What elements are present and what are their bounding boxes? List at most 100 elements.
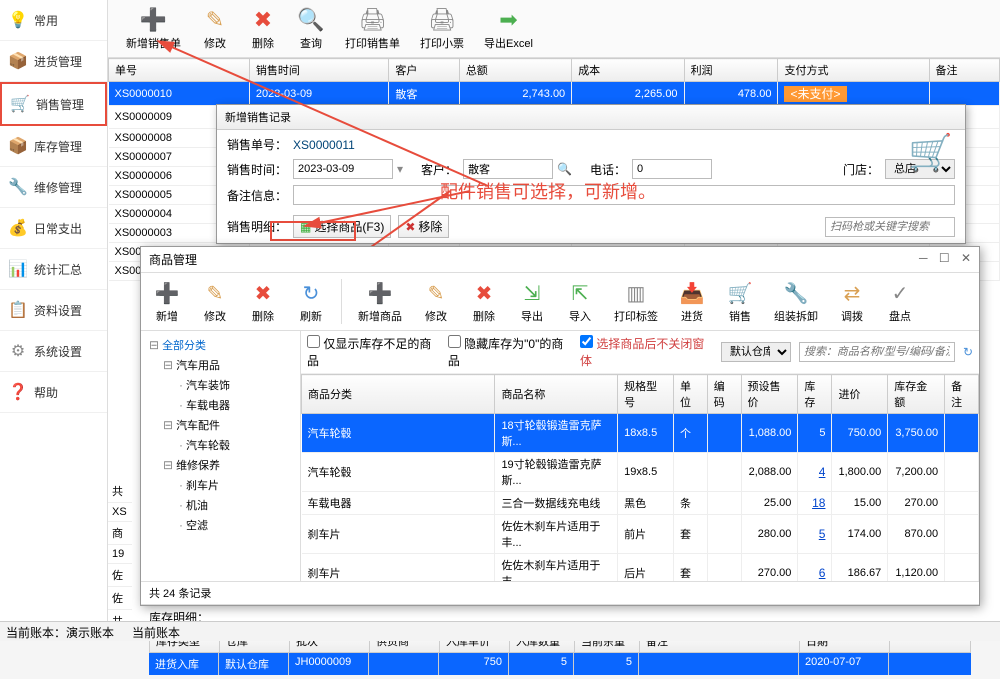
col-header[interactable]: 备注 [945, 375, 979, 414]
col-header[interactable]: 库存金额 [888, 375, 945, 414]
toolbar-导出Excel[interactable]: ➡导出Excel [474, 4, 543, 53]
col-header[interactable]: 销售时间 [249, 59, 388, 82]
col-header[interactable]: 备注 [929, 59, 1000, 82]
dialog-title: 新增销售记录 [217, 105, 965, 130]
tree-item[interactable]: ⊟汽车配件 [145, 415, 296, 435]
sidebar-item-5[interactable]: 💰日常支出 [0, 208, 107, 249]
toolbar-icon: ✎ [422, 279, 450, 307]
dlg2-toolbar-进货[interactable]: 📥进货 [668, 277, 716, 326]
sidebar-label: 帮助 [34, 384, 58, 401]
stock-cell: 默认仓库 [219, 653, 289, 675]
tree-item[interactable]: ·刹车片 [145, 475, 296, 495]
dlg2-toolbar-修改[interactable]: ✎修改 [412, 277, 460, 326]
dlg2-toolbar-销售[interactable]: 🛒销售 [716, 277, 764, 326]
product-search[interactable] [799, 342, 955, 362]
dlg2-toolbar-删除[interactable]: ✖删除 [239, 277, 287, 326]
phone-input[interactable] [632, 159, 712, 179]
minimize-icon[interactable]: ─ [919, 251, 928, 265]
tree-item[interactable]: ·汽车装饰 [145, 375, 296, 395]
filter-chk1[interactable]: 仅显示库存不足的商品 [307, 335, 440, 369]
col-header[interactable]: 成本 [572, 59, 684, 82]
dlg2-toolbar-新增商品[interactable]: ➕新增商品 [348, 277, 412, 326]
table-row[interactable]: 车载电器三合一数据线充电线黑色条25.001815.00270.00 [302, 492, 979, 515]
tree-item[interactable]: ⊟全部分类 [145, 335, 296, 355]
table-row[interactable]: XS00000102023-03-09散客2,743.002,265.00478… [109, 82, 1000, 106]
category-tree[interactable]: ⊟全部分类⊟汽车用品·汽车装饰·车载电器⊟汽车配件·汽车轮毂⊟维修保养·刹车片·… [141, 331, 301, 581]
toolbar-label: 调拨 [841, 308, 863, 324]
time-input[interactable] [293, 159, 393, 179]
col-header[interactable]: 商品分类 [302, 375, 495, 414]
table-row[interactable]: 汽车轮毂18寸轮毂锻造雷克萨斯...18x8.5个1,088.005750.00… [302, 414, 979, 453]
dlg2-toolbar-删除[interactable]: ✖删除 [460, 277, 508, 326]
select-product-button[interactable]: ▦选择商品(F3) [293, 215, 391, 238]
sidebar-item-9[interactable]: ❓帮助 [0, 372, 107, 413]
toolbar-新增销售单[interactable]: ➕新增销售单 [116, 4, 191, 53]
toolbar-label: 修改 [425, 308, 447, 324]
col-header[interactable]: 利润 [684, 59, 778, 82]
tree-item[interactable]: ·空滤 [145, 515, 296, 535]
toolbar-icon: ➡ [494, 6, 522, 34]
sidebar-item-1[interactable]: 📦进货管理 [0, 41, 107, 82]
col-header[interactable]: 预设售价 [741, 375, 798, 414]
sidebar-item-2[interactable]: 🛒销售管理 [0, 82, 107, 126]
search-icon[interactable]: 🔍 [557, 162, 572, 176]
toolbar-查询[interactable]: 🔍查询 [287, 4, 335, 53]
dlg2-toolbar-盘点[interactable]: ✓盘点 [876, 277, 924, 326]
dlg2-toolbar-导入[interactable]: ⇱导入 [556, 277, 604, 326]
dlg2-toolbar-修改[interactable]: ✎修改 [191, 277, 239, 326]
sidebar-item-3[interactable]: 📦库存管理 [0, 126, 107, 167]
dlg2-toolbar-打印标签[interactable]: ▥打印标签 [604, 277, 668, 326]
tree-item[interactable]: ·机油 [145, 495, 296, 515]
dlg2-toolbar-调拨[interactable]: ⇄调拨 [828, 277, 876, 326]
cust-label: 客户： [421, 161, 457, 178]
dlg2-toolbar-导出[interactable]: ⇲导出 [508, 277, 556, 326]
warehouse-select[interactable]: 默认仓库 [721, 342, 791, 362]
col-header[interactable]: 支付方式 [778, 59, 929, 82]
filter-chk3[interactable]: 选择商品后不关闭窗体 [580, 335, 713, 369]
toolbar-label: 导入 [569, 308, 591, 324]
table-row[interactable]: 刹车片佐佐木刹车片适用于丰...后片套270.006186.671,120.00 [302, 554, 979, 582]
toolbar-删除[interactable]: ✖删除 [239, 4, 287, 53]
col-header[interactable]: 单位 [673, 375, 707, 414]
tree-item[interactable]: ⊟维修保养 [145, 455, 296, 475]
toolbar-打印销售单[interactable]: 🖨打印销售单 [335, 4, 410, 53]
toolbar-label: 组装拆卸 [774, 308, 818, 324]
remove-button[interactable]: ✖移除 [398, 215, 449, 238]
order-no-label: 销售单号： [227, 136, 287, 153]
calendar-icon[interactable]: ▾ [397, 162, 403, 176]
sidebar-item-7[interactable]: 📋资料设置 [0, 290, 107, 331]
col-header[interactable]: 库存 [798, 375, 832, 414]
toolbar-icon: ✎ [201, 279, 229, 307]
tree-item[interactable]: ·车载电器 [145, 395, 296, 415]
scan-input[interactable] [825, 217, 955, 237]
col-header[interactable]: 总额 [459, 59, 571, 82]
col-header[interactable]: 规格型号 [618, 375, 674, 414]
stock-cell: 2020-07-07 [799, 653, 889, 675]
tree-item[interactable]: ⊟汽车用品 [145, 355, 296, 375]
col-header[interactable]: 单号 [109, 59, 250, 82]
cust-input[interactable] [463, 159, 553, 179]
toolbar-打印小票[interactable]: 🖨打印小票 [410, 4, 474, 53]
col-header[interactable]: 进价 [832, 375, 888, 414]
sidebar-item-4[interactable]: 🔧维修管理 [0, 167, 107, 208]
toolbar-label: 进货 [681, 308, 703, 324]
sidebar-item-0[interactable]: 💡常用 [0, 0, 107, 41]
maximize-icon[interactable]: ☐ [939, 251, 950, 265]
filter-chk2[interactable]: 隐藏库存为"0"的商品 [448, 335, 572, 369]
dlg2-toolbar-新增[interactable]: ➕新增 [143, 277, 191, 326]
sidebar-item-6[interactable]: 📊统计汇总 [0, 249, 107, 290]
sidebar-item-8[interactable]: ⚙系统设置 [0, 331, 107, 372]
table-row[interactable]: 刹车片佐佐木刹车片适用于丰...前片套280.005174.00870.00 [302, 515, 979, 554]
col-header[interactable]: 编码 [707, 375, 741, 414]
tree-item[interactable]: ·汽车轮毂 [145, 435, 296, 455]
col-header[interactable]: 商品名称 [495, 375, 618, 414]
table-row[interactable]: 汽车轮毂19寸轮毂锻造雷克萨斯...19x8.52,088.0041,800.0… [302, 453, 979, 492]
col-header[interactable]: 客户 [389, 59, 459, 82]
close-icon[interactable]: ✕ [961, 251, 971, 265]
refresh-icon[interactable]: ↻ [963, 345, 973, 359]
toolbar-icon: 🛒 [726, 279, 754, 307]
sidebar-icon: 📦 [8, 51, 28, 71]
dlg2-toolbar-组装拆卸[interactable]: 🔧组装拆卸 [764, 277, 828, 326]
toolbar-修改[interactable]: ✎修改 [191, 4, 239, 53]
dlg2-toolbar-刷新[interactable]: ↻刷新 [287, 277, 335, 326]
